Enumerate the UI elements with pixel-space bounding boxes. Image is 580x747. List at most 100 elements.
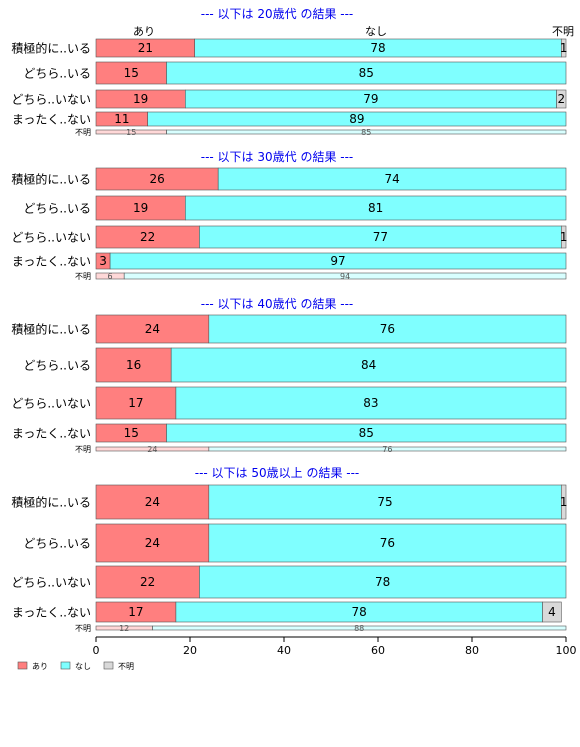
bar-segment: [175, 386, 567, 420]
category-label: 不明: [75, 624, 91, 633]
bar-segment: [95, 314, 210, 344]
data-label: 85: [359, 66, 374, 80]
category-label: どちら..いない: [11, 575, 91, 589]
category-label: 不明: [75, 272, 91, 281]
data-label: 12: [119, 624, 129, 633]
data-label: 15: [124, 426, 139, 440]
bar-segment: [109, 252, 567, 270]
data-label: 77: [373, 230, 388, 244]
data-label: 1: [560, 41, 568, 55]
bar-segment: [199, 565, 567, 599]
data-label: 6: [108, 272, 113, 281]
category-label: 積極的に..いる: [11, 171, 91, 186]
data-label: 76: [382, 445, 392, 454]
bar-segment: [95, 195, 186, 221]
bar-segment: [560, 38, 567, 58]
data-label: 79: [363, 92, 378, 106]
data-label: 2: [557, 92, 565, 106]
category-label: どちら..いる: [23, 358, 91, 372]
category-label: どちら..いる: [23, 536, 91, 550]
bar-segment: [542, 601, 562, 623]
legend-swatch: [17, 661, 28, 670]
x-tick-label: 0: [93, 644, 100, 657]
x-tick-label: 40: [277, 644, 291, 657]
bar-segment: [95, 484, 210, 520]
panel-title: --- 以下は 50歳以上 の結果 ---: [195, 466, 360, 480]
bar-segment: [217, 167, 567, 191]
category-label: どちら..いない: [11, 92, 91, 106]
data-label: 11: [114, 112, 129, 126]
data-label: 76: [380, 536, 395, 550]
category-label: どちら..いない: [11, 230, 91, 244]
bar-segment: [560, 225, 567, 249]
data-label: 74: [384, 172, 399, 186]
category-label: 積極的に..いる: [11, 40, 91, 55]
data-label: 83: [363, 396, 378, 410]
data-label: 24: [145, 536, 160, 550]
header-label: なし: [365, 25, 387, 38]
bar-segment: [170, 347, 567, 383]
data-label: 75: [377, 495, 392, 509]
data-label: 81: [368, 201, 383, 215]
category-label: どちら..いない: [11, 396, 91, 410]
x-tick-label: 80: [465, 644, 479, 657]
x-tick-label: 20: [183, 644, 197, 657]
data-label: 4: [548, 605, 556, 619]
data-label: 15: [124, 66, 139, 80]
data-label: 1: [560, 230, 568, 244]
bar-segment: [147, 111, 567, 127]
data-label: 94: [340, 272, 350, 281]
data-label: 24: [147, 445, 157, 454]
header-label: あり: [133, 25, 155, 38]
data-label: 78: [352, 605, 367, 619]
data-label: 85: [361, 128, 371, 137]
category-label: 不明: [75, 445, 91, 454]
x-tick-label: 60: [371, 644, 385, 657]
bar-segment: [185, 195, 567, 221]
panel-title: --- 以下は 30歳代 の結果 ---: [201, 150, 354, 164]
data-label: 97: [330, 254, 345, 268]
category-label: 積極的に..いる: [11, 494, 91, 509]
data-label: 24: [145, 495, 160, 509]
bar-segment: [95, 386, 177, 420]
data-label: 17: [128, 396, 143, 410]
category-label: まったく..ない: [12, 605, 91, 619]
legend-label: 不明: [118, 662, 134, 671]
data-label: 78: [375, 575, 390, 589]
data-label: 24: [145, 322, 160, 336]
data-label: 19: [133, 92, 148, 106]
bar-segment: [208, 484, 562, 520]
data-label: 26: [149, 172, 164, 186]
legend-swatch: [60, 661, 71, 670]
bar-segment: [560, 484, 567, 520]
data-label: 1: [560, 495, 568, 509]
category-label: 積極的に..いる: [11, 321, 91, 336]
category-label: どちら..いる: [23, 66, 91, 80]
bar-segment: [95, 565, 200, 599]
x-tick-label: 100: [556, 644, 577, 657]
data-label: 19: [133, 201, 148, 215]
data-label: 16: [126, 358, 141, 372]
panel-title: --- 以下は 20歳代 の結果 ---: [201, 7, 354, 21]
bar-segment: [208, 446, 567, 452]
data-label: 15: [126, 128, 136, 137]
data-label: 76: [380, 322, 395, 336]
bar-segment: [95, 523, 210, 563]
bar-segment: [166, 423, 567, 443]
data-label: 88: [354, 624, 364, 633]
panel-title: --- 以下は 40歳代 の結果 ---: [201, 297, 354, 311]
category-label: 不明: [75, 128, 91, 137]
legend-label: なし: [75, 662, 91, 671]
data-label: 22: [140, 230, 155, 244]
category-label: まったく..ない: [12, 426, 91, 440]
category-label: どちら..いる: [23, 201, 91, 215]
legend-label: あり: [32, 662, 48, 671]
data-label: 84: [361, 358, 376, 372]
category-label: まったく..ない: [12, 112, 91, 126]
bar-segment: [208, 314, 567, 344]
header-label: 不明: [552, 25, 574, 38]
data-label: 78: [370, 41, 385, 55]
bar-segment: [166, 129, 567, 135]
data-label: 17: [128, 605, 143, 619]
